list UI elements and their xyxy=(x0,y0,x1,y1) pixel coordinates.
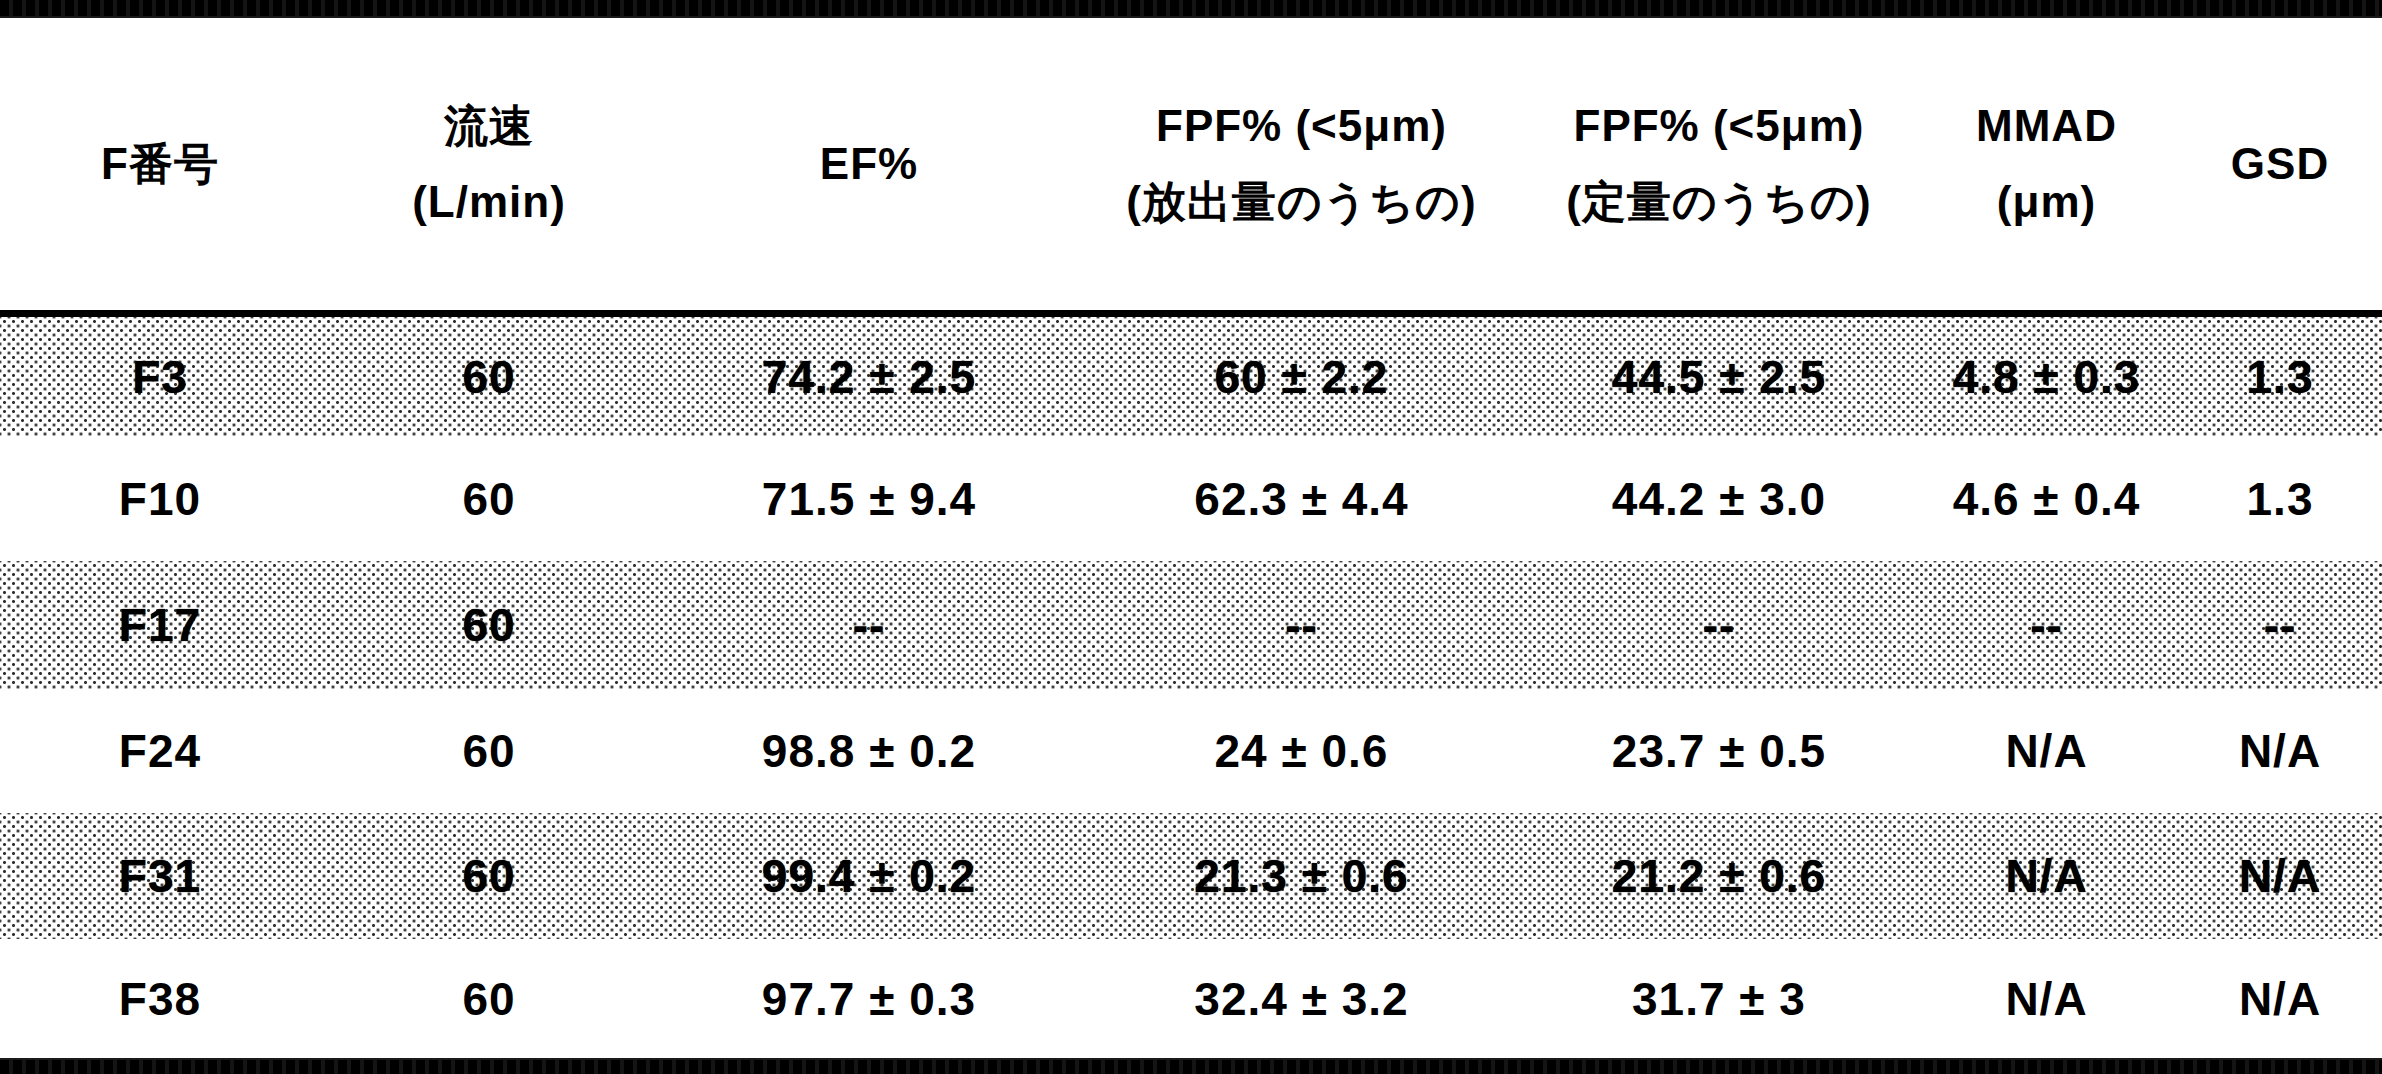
column-header-mmad: MMAD (μm) xyxy=(1915,88,2178,240)
column-header-sublabel: (定量のうちの) xyxy=(1566,164,1871,240)
cell-gsd: N/A xyxy=(2178,972,2382,1026)
column-header-label: 流速 xyxy=(444,88,534,164)
cell-flow-rate: 60 xyxy=(320,350,658,404)
column-header-fpf-metered: FPF% (<5μm) (定量のうちの) xyxy=(1523,88,1915,240)
cell-fpf-emitted: 21.3 ± 0.6 xyxy=(1080,849,1523,903)
cell-f-number: F24 xyxy=(0,724,320,778)
column-header-ef-percent: EF% xyxy=(658,126,1080,202)
column-header-f-number: F番号 xyxy=(0,126,320,202)
cell-f-number: F10 xyxy=(0,472,320,526)
cell-gsd: -- xyxy=(2178,598,2382,652)
cell-flow-rate: 60 xyxy=(320,472,658,526)
cell-flow-rate: 60 xyxy=(320,849,658,903)
cell-ef-percent: 97.7 ± 0.3 xyxy=(658,972,1080,1026)
table-bottom-border xyxy=(0,1058,2382,1074)
column-header-label: GSD xyxy=(2231,126,2329,202)
cell-mmad: -- xyxy=(1915,598,2178,652)
column-header-label: F番号 xyxy=(101,126,219,202)
cell-flow-rate: 60 xyxy=(320,972,658,1026)
column-header-label: MMAD xyxy=(1976,88,2117,164)
table-row-f10: F10 60 71.5 ± 9.4 62.3 ± 4.4 44.2 ± 3.0 … xyxy=(0,437,2382,561)
cell-fpf-metered: 31.7 ± 3 xyxy=(1523,972,1915,1026)
column-header-sublabel: (放出量のうちの) xyxy=(1126,164,1476,240)
cell-fpf-metered: 44.5 ± 2.5 xyxy=(1523,350,1915,404)
column-header-sublabel: (μm) xyxy=(1997,164,2096,240)
column-header-label: EF% xyxy=(820,126,918,202)
cell-gsd: 1.3 xyxy=(2178,472,2382,526)
cell-fpf-metered: 21.2 ± 0.6 xyxy=(1523,849,1915,903)
cell-ef-percent: 98.8 ± 0.2 xyxy=(658,724,1080,778)
cell-gsd: 1.3 xyxy=(2178,350,2382,404)
cell-ef-percent: 74.2 ± 2.5 xyxy=(658,350,1080,404)
cell-flow-rate: 60 xyxy=(320,724,658,778)
cell-mmad: N/A xyxy=(1915,972,2178,1026)
cell-f-number: F38 xyxy=(0,972,320,1026)
cell-fpf-emitted: 62.3 ± 4.4 xyxy=(1080,472,1523,526)
table-row-f3: F3 60 74.2 ± 2.5 60 ± 2.2 44.5 ± 2.5 4.8… xyxy=(0,317,2382,437)
cell-flow-rate: 60 xyxy=(320,598,658,652)
scanned-table-page: F番号 流速 (L/min) EF% FPF% (<5μm) (放出量のうちの)… xyxy=(0,0,2382,1074)
column-header-flow-rate: 流速 (L/min) xyxy=(320,88,658,240)
cell-mmad: 4.8 ± 0.3 xyxy=(1915,350,2178,404)
column-header-fpf-emitted: FPF% (<5μm) (放出量のうちの) xyxy=(1080,88,1523,240)
column-header-label: FPF% (<5μm) xyxy=(1574,88,1865,164)
column-header-gsd: GSD xyxy=(2178,126,2382,202)
table-top-border xyxy=(0,0,2382,18)
table-header-row: F番号 流速 (L/min) EF% FPF% (<5μm) (放出量のうちの)… xyxy=(0,18,2382,310)
table-row-f17: F17 60 -- -- -- -- -- xyxy=(0,561,2382,689)
cell-ef-percent: 99.4 ± 0.2 xyxy=(658,849,1080,903)
cell-f-number: F31 xyxy=(0,849,320,903)
cell-fpf-metered: 23.7 ± 0.5 xyxy=(1523,724,1915,778)
column-header-label: FPF% (<5μm) xyxy=(1156,88,1447,164)
table-row-f31: F31 60 99.4 ± 0.2 21.3 ± 0.6 21.2 ± 0.6 … xyxy=(0,813,2382,939)
cell-gsd: N/A xyxy=(2178,724,2382,778)
cell-ef-percent: 71.5 ± 9.4 xyxy=(658,472,1080,526)
cell-gsd: N/A xyxy=(2178,849,2382,903)
cell-fpf-emitted: -- xyxy=(1080,598,1523,652)
cell-fpf-emitted: 24 ± 0.6 xyxy=(1080,724,1523,778)
table-row-f24: F24 60 98.8 ± 0.2 24 ± 0.6 23.7 ± 0.5 N/… xyxy=(0,689,2382,813)
header-separator-line xyxy=(0,310,2382,317)
cell-f-number: F17 xyxy=(0,598,320,652)
cell-mmad: N/A xyxy=(1915,849,2178,903)
cell-fpf-emitted: 32.4 ± 3.2 xyxy=(1080,972,1523,1026)
cell-f-number: F3 xyxy=(0,350,320,404)
cell-fpf-emitted: 60 ± 2.2 xyxy=(1080,350,1523,404)
table-row-f38: F38 60 97.7 ± 0.3 32.4 ± 3.2 31.7 ± 3 N/… xyxy=(0,939,2382,1058)
column-header-sublabel: (L/min) xyxy=(412,164,566,240)
cell-fpf-metered: -- xyxy=(1523,598,1915,652)
cell-mmad: N/A xyxy=(1915,724,2178,778)
cell-fpf-metered: 44.2 ± 3.0 xyxy=(1523,472,1915,526)
cell-ef-percent: -- xyxy=(658,598,1080,652)
cell-mmad: 4.6 ± 0.4 xyxy=(1915,472,2178,526)
